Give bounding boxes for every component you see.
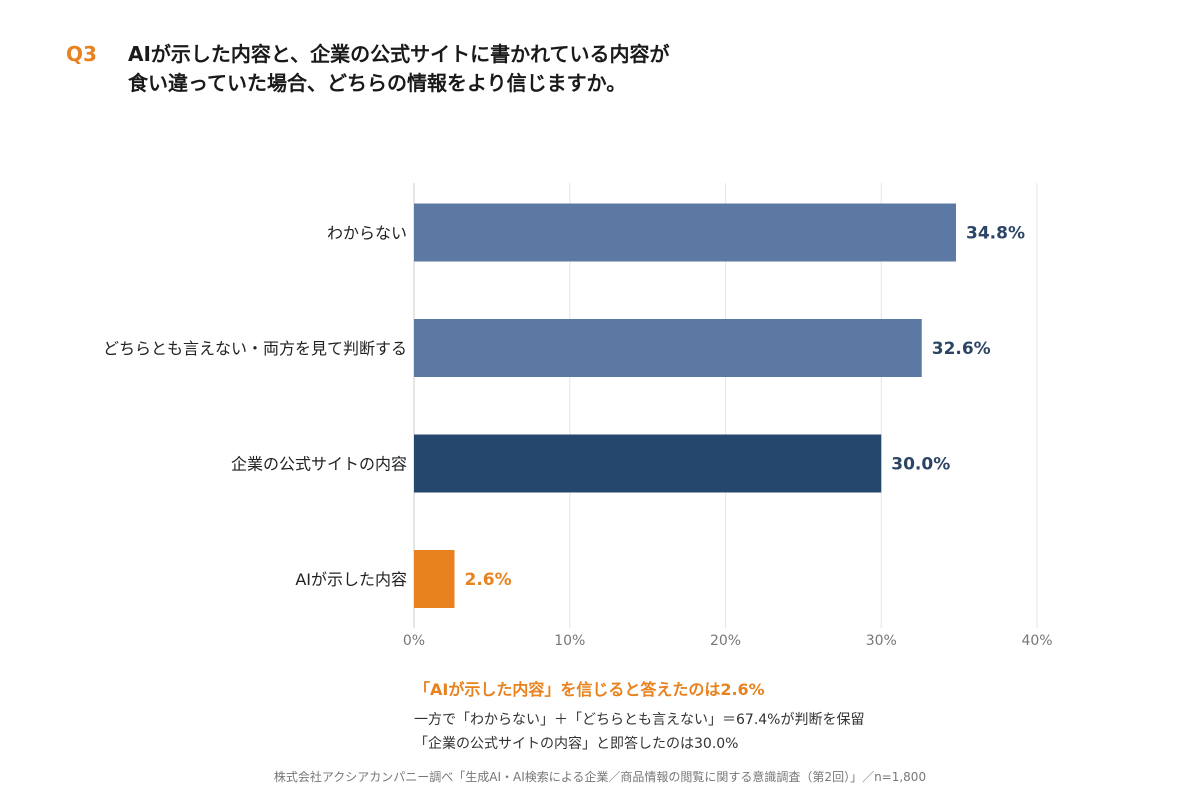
question-title: AIが示した内容と、企業の公式サイトに書かれている内容が 食い違っていた場合、ど… xyxy=(128,40,828,98)
x-tick-label: 40% xyxy=(1021,633,1052,649)
category-label: 企業の公式サイトの内容 xyxy=(231,455,407,474)
bar-chart: わからない 34.8% どちらとも言えない・両方を見て判断する 32.6% 企業の公式サ… xyxy=(103,183,1053,649)
value-label: 30.0% xyxy=(891,455,950,475)
bar xyxy=(414,203,957,262)
value-label: 2.6% xyxy=(464,570,511,590)
value-label: 34.8% xyxy=(966,224,1025,244)
bar xyxy=(414,434,882,493)
question-title-line-2: 食い違っていた場合、どちらの情報をより信じますか。 xyxy=(128,71,627,95)
category-label: どちらとも言えない・両方を見て判断する xyxy=(103,339,407,358)
x-tick-label: 10% xyxy=(554,633,585,649)
question-number: Q3 xyxy=(66,42,97,66)
summary: 「AIが示した内容」を信じると答えたのは2.6% 一方で「わからない」＋「どちら… xyxy=(414,676,864,756)
source-note: 株式会社アクシアカンパニー調べ「生成AI・AI検索による企業／商品情報の閲覧に関… xyxy=(273,770,927,784)
summary-line-1: 一方で「わからない」＋「どちらとも言えない」＝67.4%が判断を保留 xyxy=(414,712,865,728)
summary-headline: 「AIが示した内容」を信じると答えたのは2.6% xyxy=(414,680,765,699)
category-label: わからない xyxy=(327,224,407,243)
question-title-line-1: AIが示した内容と、企業の公式サイトに書かれている内容が xyxy=(128,42,670,66)
x-tick-label: 20% xyxy=(710,633,741,649)
bar xyxy=(414,319,922,377)
summary-line-2: 「企業の公式サイトの内容」と即答したのは30.0% xyxy=(414,736,739,752)
category-label: AIが示した内容 xyxy=(295,570,407,589)
x-tick-label: 30% xyxy=(866,633,897,649)
value-label: 32.6% xyxy=(932,339,991,359)
x-tick-label: 0% xyxy=(403,633,425,649)
bar xyxy=(414,550,455,608)
